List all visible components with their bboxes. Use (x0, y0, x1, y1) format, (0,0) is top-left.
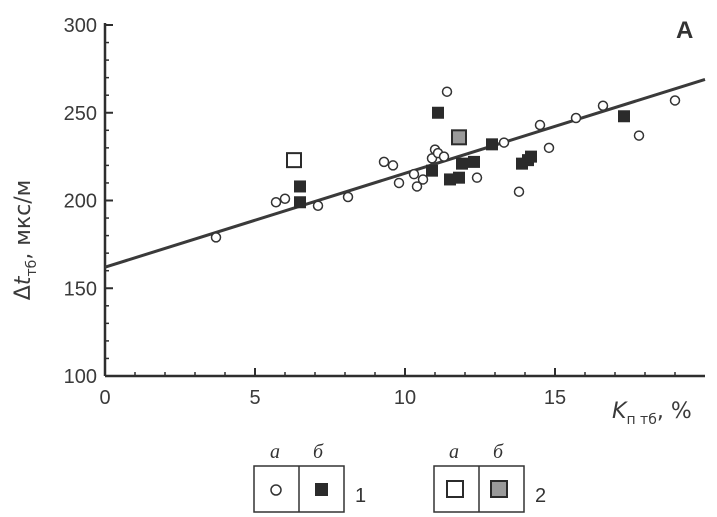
x-tick-label: 15 (544, 387, 566, 409)
data-point-filled-square (294, 196, 306, 209)
data-point-open-circle (597, 100, 609, 111)
data-point-open-circle (411, 181, 423, 192)
legend-2-letter-a: а (449, 441, 459, 463)
data-point-open-square (286, 152, 302, 169)
data-point-filled-square (453, 171, 465, 184)
x-axis-label-sub: п тб (626, 412, 656, 428)
legend-group-2: а б 2 (433, 441, 546, 513)
data-points (210, 86, 681, 243)
trend-line (104, 77, 706, 269)
legend-1-number: 1 (355, 485, 366, 507)
data-point-open-circle (513, 186, 525, 197)
y-axis-label-sub: тб (24, 260, 40, 277)
data-point-filled-square (525, 150, 537, 163)
data-point-open-circle (312, 200, 324, 212)
data-point-open-circle (270, 197, 282, 208)
legend-open-square-marker (446, 480, 464, 498)
data-point-filled-square (426, 164, 438, 177)
data-point-open-circle (471, 172, 483, 183)
data-point-open-circle (417, 174, 429, 185)
y-tick-label: 150 (64, 278, 97, 300)
data-point-open-circle (438, 151, 450, 162)
legend-open-circle-marker (270, 484, 282, 496)
data-point-filled-square (468, 155, 480, 168)
svg-text:Δtтб, мкс/м: Δtтб, мкс/м (11, 180, 40, 300)
y-tick-label: 300 (64, 15, 97, 37)
data-point-filled-square (618, 110, 630, 123)
legend-group-1: а б 1 (253, 441, 366, 513)
data-point-open-circle (498, 137, 510, 148)
axes: 0 5 10 15 100 150 200 250 300 (64, 15, 705, 409)
data-point-open-circle (279, 193, 291, 204)
svg-text:Kп тб, %: Kп тб, % (612, 399, 692, 428)
data-point-open-circle (393, 177, 405, 189)
data-point-open-circle (633, 130, 645, 141)
legend-2-letter-b: б (493, 441, 504, 463)
legend-1-letter-b: б (313, 441, 324, 463)
data-point-open-circle (669, 95, 681, 106)
trend-line-group (104, 77, 706, 269)
data-point-open-circle (543, 142, 555, 154)
data-point-open-circle (210, 232, 222, 243)
x-tick-label: 10 (394, 387, 416, 409)
y-axis-label-t: t (11, 275, 36, 285)
data-point-open-circle (534, 119, 546, 131)
data-point-filled-square (456, 157, 468, 170)
panel-label: А (676, 17, 693, 44)
x-tick-label: 0 (99, 387, 110, 409)
data-point-open-circle (570, 112, 582, 124)
data-point-open-circle (342, 191, 354, 203)
y-tick-label: 100 (64, 366, 97, 388)
data-point-filled-square (294, 180, 306, 193)
data-point-filled-square (432, 106, 444, 119)
legend-1-letter-a: а (270, 441, 280, 463)
data-point-open-circle (441, 86, 453, 97)
x-tick-label: 5 (249, 387, 260, 409)
x-axis-label-k: K (612, 399, 628, 424)
data-point-open-circle (387, 160, 399, 171)
data-point-filled-square (486, 138, 498, 151)
x-axis-label-unit: , % (657, 399, 692, 424)
y-tick-label: 250 (64, 103, 97, 125)
y-tick-label: 200 (64, 191, 97, 213)
data-point-gray-square (451, 129, 467, 146)
y-axis-label-unit: , мкс/м (11, 180, 36, 260)
data-point-open-circle (408, 168, 420, 180)
y-axis-label-delta: Δ (11, 285, 36, 300)
legend-2-number: 2 (535, 485, 546, 507)
legend-filled-square-marker (315, 483, 328, 496)
data-point-open-circle (378, 156, 390, 168)
x-axis-label: Kп тб, % (612, 399, 692, 428)
legend-gray-square-marker (490, 480, 508, 498)
legend: а б 1 а б 2 (253, 441, 546, 513)
y-axis-label: Δtтб, мкс/м (11, 180, 40, 300)
